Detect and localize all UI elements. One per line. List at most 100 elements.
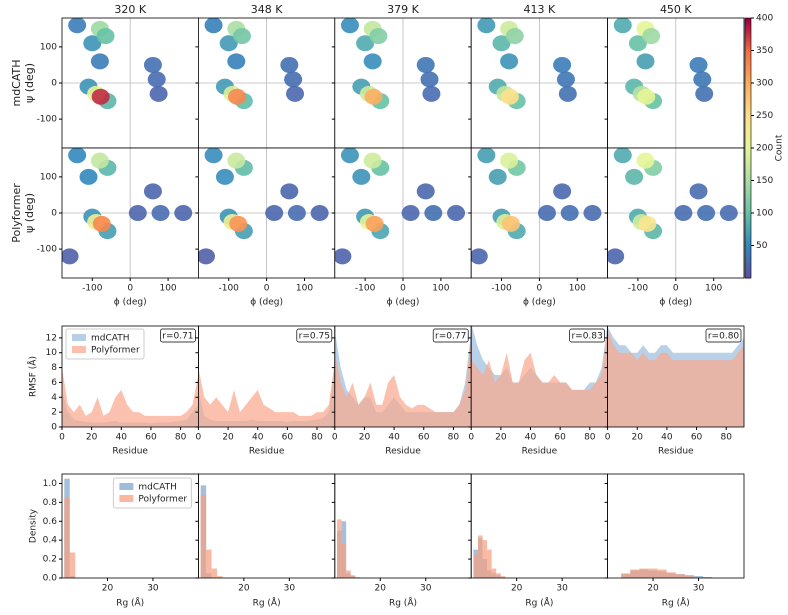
colorbar-tick-label: 350 (756, 46, 773, 56)
colorbar-step (745, 49, 751, 53)
colorbar-step (745, 207, 751, 211)
density-cell (500, 53, 519, 70)
density-cell (505, 28, 524, 45)
y-axis-label: ψ (deg) (23, 63, 36, 103)
density-cell (625, 168, 644, 185)
legend-label: mdCATH (138, 483, 177, 493)
colorbar-step (745, 171, 751, 175)
colorbar-step (745, 62, 751, 66)
hist-bar (200, 494, 207, 578)
hist-panel (64, 478, 76, 578)
colorbar-step (745, 70, 751, 74)
colorbar-step (745, 41, 751, 45)
legend-swatch (119, 483, 134, 490)
x-axis-label: Residue (249, 447, 285, 457)
colorbar-step (745, 124, 751, 128)
x-tick-label: -100 (491, 284, 512, 294)
colorbar-step (745, 197, 751, 201)
colorbar-step (745, 194, 751, 198)
x-tick-label: 100 (569, 284, 586, 294)
density-cell (553, 56, 572, 73)
heatmap-panel (334, 18, 472, 148)
colorbar-step (745, 64, 751, 68)
y-tick-label: 8 (51, 363, 57, 373)
density-cell (501, 215, 520, 232)
density-cell (143, 183, 162, 200)
colorbar-step (745, 33, 751, 37)
colorbar-step (745, 111, 751, 115)
y-tick-label: 10 (46, 348, 58, 358)
density-cell (416, 56, 435, 73)
y-tick-label: 0.0 (43, 574, 58, 584)
density-cell (537, 205, 556, 221)
density-cell (219, 35, 238, 52)
density-cell (697, 205, 716, 221)
colorbar-tick-label: 300 (756, 79, 773, 89)
density-cell (174, 205, 193, 221)
colorbar-tick-label: 200 (756, 144, 773, 154)
x-tick-label: 60 (691, 433, 703, 443)
colorbar-step (745, 31, 751, 35)
row-label: Polyformer (10, 183, 23, 243)
hist-bar (341, 543, 347, 578)
rmsf-area (607, 330, 744, 427)
hist-bar (346, 570, 351, 578)
density-cell (422, 85, 441, 102)
y-tick-label: 0 (51, 209, 57, 219)
r-label-box (705, 328, 742, 343)
density-cell (401, 205, 420, 221)
x-tick-label: 0 (468, 433, 474, 443)
r-label-box (569, 328, 605, 343)
colorbar-step (745, 140, 751, 144)
density-cell (613, 148, 632, 164)
y-tick-label: -100 (37, 245, 58, 255)
x-axis-label: ϕ (deg) (114, 298, 147, 308)
x-tick-label: 0 (400, 284, 406, 294)
hist-bar (473, 554, 479, 578)
density-cell (352, 168, 371, 185)
x-tick-label: 100 (432, 284, 449, 294)
panel-title: 320 K (114, 3, 146, 16)
heatmap-panel (198, 148, 335, 278)
r-label: r=0.83 (571, 332, 602, 342)
colorbar-step (745, 215, 751, 219)
colorbar-step (745, 96, 751, 100)
colorbar-step (745, 103, 751, 107)
r-label: r=0.77 (435, 332, 466, 342)
heatmap-panel (471, 148, 608, 278)
panel-title: 450 K (660, 3, 692, 16)
hist-bar (64, 497, 70, 578)
colorbar-step (745, 25, 751, 29)
density-cell (280, 56, 299, 73)
colorbar-step (745, 246, 751, 250)
y-tick-label: 0 (51, 79, 57, 89)
density-cell (613, 18, 632, 34)
colorbar-step (745, 54, 751, 58)
colorbar-step (745, 252, 751, 256)
x-tick-label: 80 (311, 433, 323, 443)
colorbar-step (745, 18, 751, 22)
r-label: r=0.75 (299, 332, 330, 342)
hist-bar (648, 568, 658, 578)
x-tick-label: 100 (296, 284, 313, 294)
density-cell (369, 28, 388, 45)
x-tick-label: 0 (196, 433, 202, 443)
density-cell (90, 53, 109, 70)
x-axis-label: Rg (Å) (116, 597, 144, 609)
colorbar-step (745, 265, 751, 269)
area-panel (198, 360, 335, 427)
x-tick-label: 20 (511, 584, 523, 594)
legend-swatch (72, 346, 86, 353)
x-tick-label: 60 (418, 433, 430, 443)
colorbar-step (745, 241, 751, 245)
y-tick-label: -100 (37, 115, 58, 125)
colorbar-step (745, 223, 751, 227)
density-cell (363, 53, 382, 70)
colorbar-step (745, 213, 751, 217)
y-tick-label: 0.2 (43, 555, 57, 565)
colorbar-step (745, 259, 751, 263)
hist-bar (355, 577, 360, 578)
density-cell (143, 56, 162, 73)
hist-bar (621, 573, 631, 578)
